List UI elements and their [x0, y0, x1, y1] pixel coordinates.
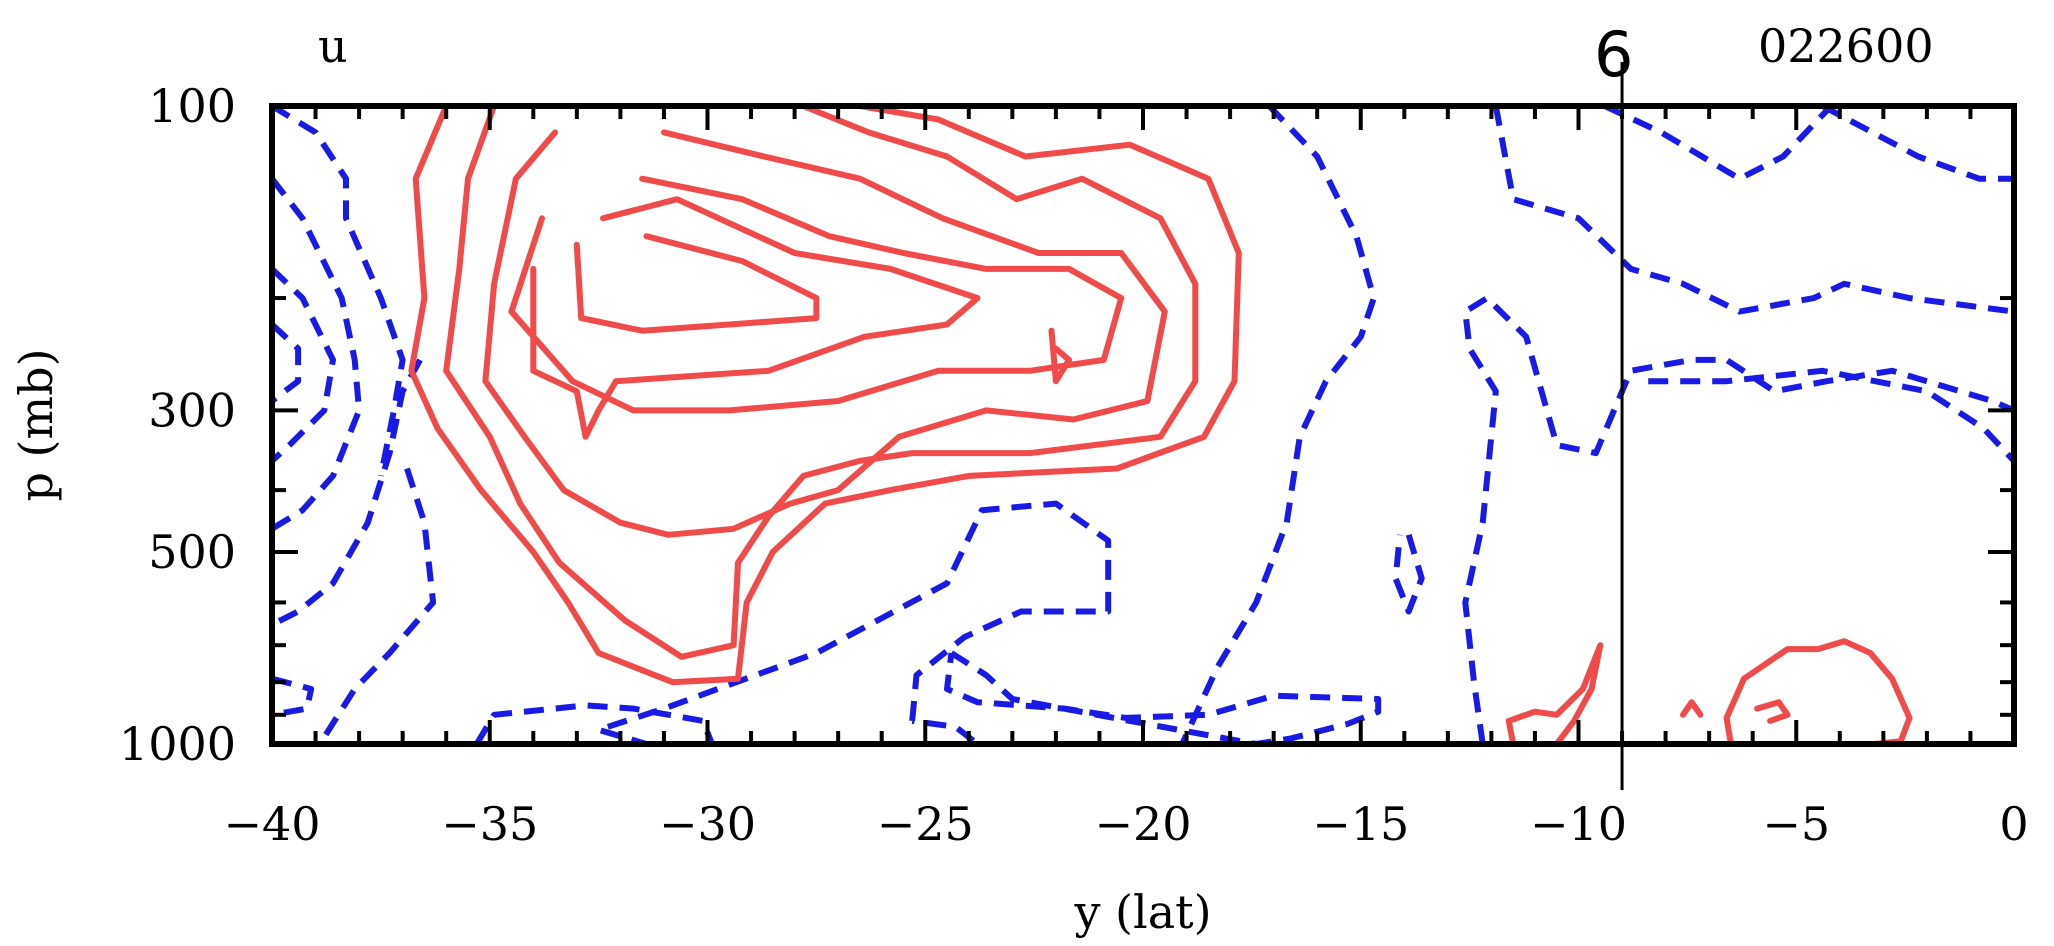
negative-contour-5	[272, 358, 423, 628]
positive-contour-5	[530, 196, 981, 440]
y-tick-label: 300	[148, 383, 236, 437]
negative-contour-11	[1179, 106, 1377, 744]
positive-contour-3	[482, 129, 1168, 538]
positive-contour-8	[1505, 642, 1604, 744]
positive-contour-11	[1754, 699, 1791, 724]
negative-contour-12	[1392, 533, 1425, 615]
x-tick-label: 0	[1999, 797, 2028, 851]
axis-ticks	[270, 104, 2016, 746]
negative-contour-6	[317, 467, 437, 744]
y-tick-label: 1000	[119, 717, 236, 771]
plot-frame	[269, 103, 2017, 747]
positive-contour-4	[508, 175, 1125, 414]
x-tick-label: −10	[1530, 797, 1627, 851]
positive-contour-2	[443, 106, 1199, 660]
positive-contour-9	[1723, 638, 1913, 744]
negative-contour-16	[1821, 106, 2014, 182]
negative-contour-7	[272, 675, 315, 718]
x-axis-title: y (lat)	[1073, 885, 1211, 939]
negative-contour-10	[944, 650, 1382, 744]
x-tick-label: −25	[877, 797, 974, 851]
positive-contours	[408, 106, 1913, 744]
negative-contour-14	[1492, 106, 2014, 315]
positive-contour-10	[1680, 699, 1704, 718]
negative-contour-15	[1603, 106, 1834, 182]
x-tick-label: −40	[223, 797, 320, 851]
negative-contour-2	[272, 176, 363, 532]
x-tick-label: −15	[1312, 797, 1409, 851]
y-tick-label: 500	[148, 525, 236, 579]
x-tick-label: −5	[1762, 797, 1830, 851]
negative-contour-17	[1648, 367, 2014, 463]
negative-contours	[272, 106, 2014, 744]
negative-contour-4	[272, 322, 302, 404]
positive-contour-6	[573, 233, 820, 334]
x-tick-label: −35	[441, 797, 538, 851]
positive-contour-7	[1048, 327, 1072, 385]
marker-label: 6	[1594, 18, 1633, 91]
negative-contour-3	[272, 266, 336, 464]
negative-contour-9	[595, 500, 1112, 744]
x-tick-labels: −40 −35 −30 −25 −20 −15 −10 −5 0	[223, 797, 2028, 851]
variable-label: u	[318, 19, 348, 73]
negative-contour-8	[474, 702, 715, 744]
x-tick-label: −20	[1094, 797, 1191, 851]
y-axis-title: p (mb)	[9, 348, 63, 501]
negative-contour-13	[1462, 295, 2014, 744]
positive-contour-1	[408, 106, 1242, 686]
y-tick-labels: 100 300 500 1000	[119, 79, 236, 771]
x-tick-label: −30	[659, 797, 756, 851]
y-tick-label: 100	[148, 79, 236, 133]
timestamp-label: 022600	[1758, 19, 1934, 73]
